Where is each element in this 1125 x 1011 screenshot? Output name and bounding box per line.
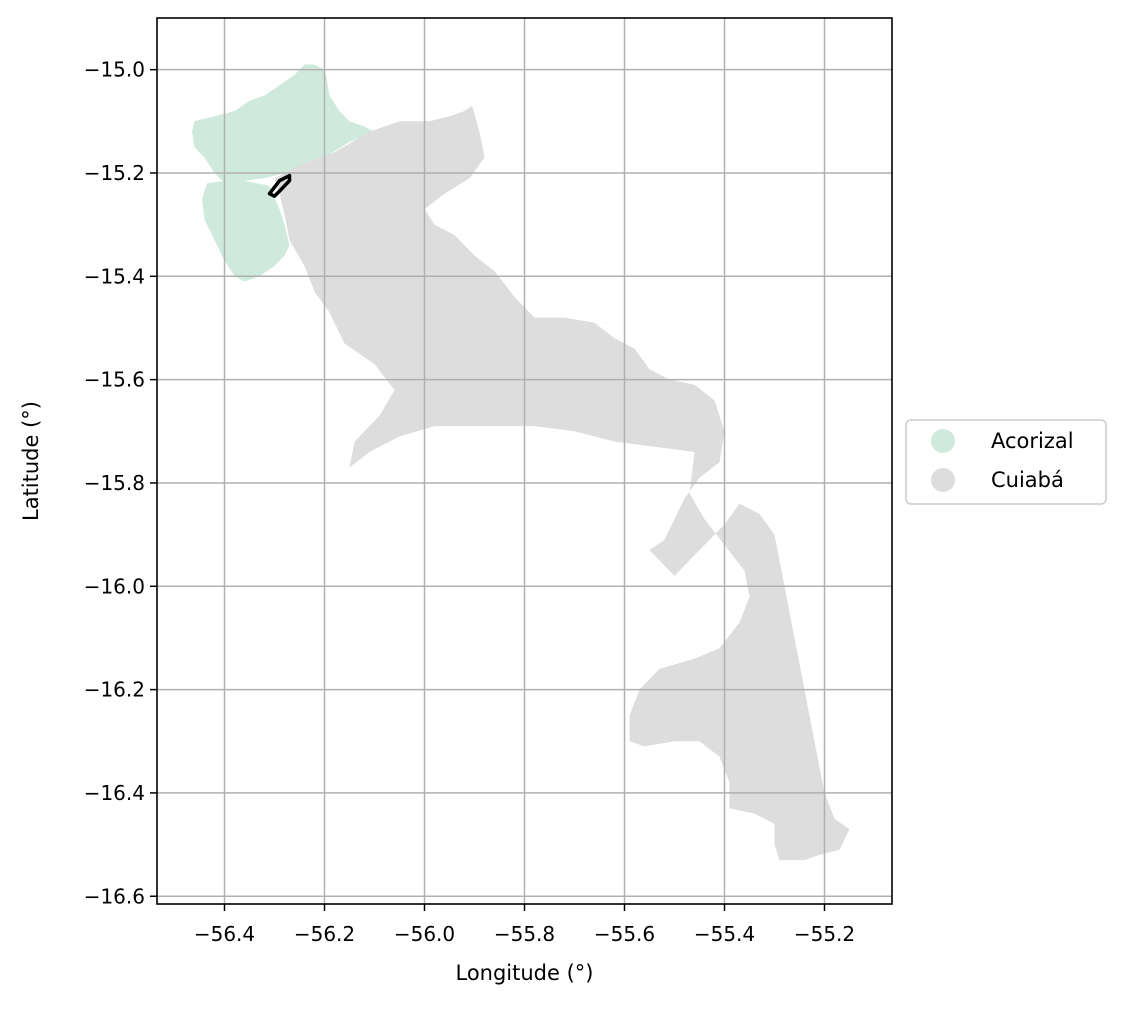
- x-tick-label: −56.0: [394, 922, 455, 946]
- x-tick-label: −56.4: [194, 922, 255, 946]
- legend-box: [905, 419, 1107, 505]
- legend-label-cuiaba: Cuiabá: [991, 468, 1064, 492]
- x-tick-label: −55.4: [694, 922, 755, 946]
- highlight-layer: [267, 173, 292, 198]
- legend-marker-acorizal: [931, 429, 955, 453]
- highlighted-area-outline: [267, 173, 292, 198]
- y-tick-label: −15.6: [84, 368, 145, 392]
- y-axis-ticks: −15.0 −15.2 −15.4 −15.6 −15.8 −16.0 −16.2 −16.4…: [84, 58, 157, 908]
- region-acorizal-part-1: [192, 64, 375, 184]
- y-tick-label: −16.6: [84, 884, 145, 908]
- y-tick-label: −15.4: [84, 264, 145, 288]
- legend-marker-cuiaba: [931, 468, 955, 492]
- grid-layer: [157, 18, 892, 904]
- y-tick-label: −16.4: [84, 781, 145, 805]
- y-tick-label: −15.2: [84, 161, 145, 185]
- x-axis-title: Longitude (°): [455, 961, 593, 985]
- y-tick-label: −15.8: [84, 471, 145, 495]
- x-axis-ticks: −56.4 −56.2 −56.0 −55.8 −55.6 −55.4 −55.2: [194, 904, 855, 946]
- region-cuiaba-part-1: [274, 105, 850, 861]
- x-tick-label: −55.6: [594, 922, 655, 946]
- x-tick-label: −55.8: [494, 922, 555, 946]
- y-axis-title: Latitude (°): [19, 401, 43, 521]
- plot-area: [156, 17, 893, 905]
- legend: Acorizal Cuiabá: [905, 419, 1107, 505]
- y-tick-label: −15.0: [84, 58, 145, 82]
- y-tick-label: −16.2: [84, 678, 145, 702]
- legend-label-acorizal: Acorizal: [991, 429, 1074, 453]
- x-tick-label: −56.2: [294, 922, 355, 946]
- y-tick-label: −16.0: [84, 574, 145, 598]
- x-tick-label: −55.2: [794, 922, 855, 946]
